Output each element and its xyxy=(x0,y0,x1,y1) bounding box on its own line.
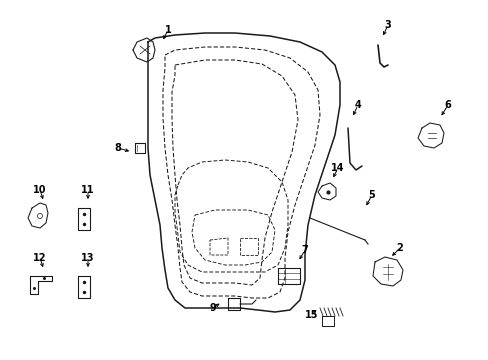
Text: 4: 4 xyxy=(354,100,361,110)
Text: 7: 7 xyxy=(301,245,308,255)
Text: 8: 8 xyxy=(114,143,121,153)
Text: 15: 15 xyxy=(305,310,318,320)
Text: 6: 6 xyxy=(444,100,450,110)
Text: 10: 10 xyxy=(33,185,47,195)
Text: 1: 1 xyxy=(164,25,171,35)
Text: 5: 5 xyxy=(368,190,375,200)
Text: 9: 9 xyxy=(209,303,216,313)
Text: 13: 13 xyxy=(81,253,95,263)
Text: 2: 2 xyxy=(396,243,403,253)
Text: 3: 3 xyxy=(384,20,390,30)
Text: 11: 11 xyxy=(81,185,95,195)
Text: 12: 12 xyxy=(33,253,47,263)
Text: 14: 14 xyxy=(330,163,344,173)
